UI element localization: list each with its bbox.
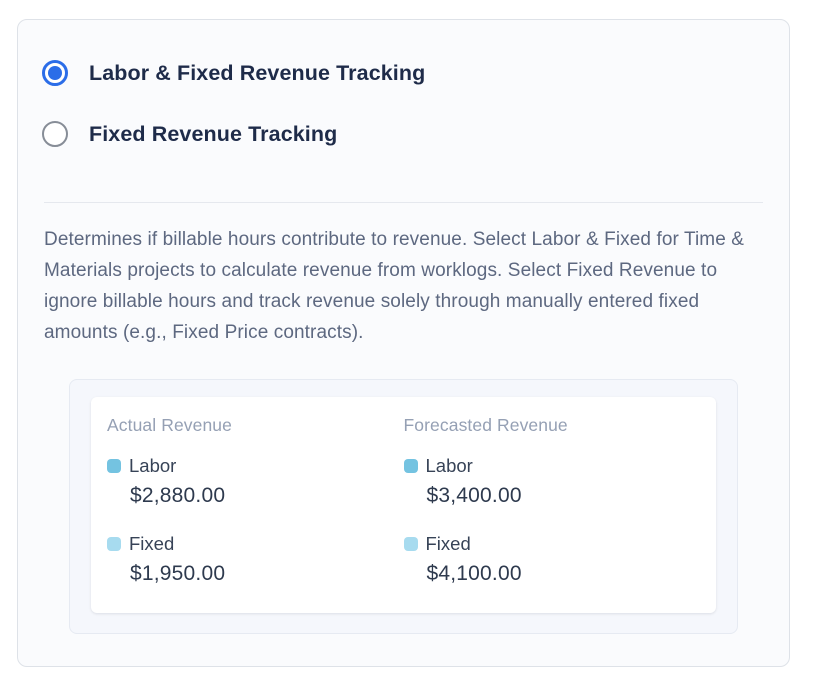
labor-label: Labor (129, 455, 177, 476)
fixed-swatch-icon (107, 537, 121, 551)
radio-option-label: Fixed Revenue Tracking (89, 121, 338, 146)
revenue-tracking-description: Determines if billable hours contribute … (44, 229, 745, 343)
radio-unselected-icon[interactable] (42, 121, 68, 147)
labor-swatch-icon (403, 459, 418, 473)
revenue-tracking-settings-panel: Labor & Fixed Revenue Tracking Fixed Rev… (17, 19, 790, 667)
forecasted-fixed-metric: Fixed $4,100.00 (403, 533, 701, 586)
divider (44, 202, 763, 203)
actual-fixed-value: $1,950.00 (130, 562, 226, 585)
actual-revenue-title: Actual Revenue (107, 415, 232, 435)
actual-fixed-metric: Fixed $1,950.00 (107, 533, 404, 586)
fixed-swatch-icon (403, 537, 418, 551)
labor-label: Labor (425, 455, 473, 476)
radio-option-fixed-revenue-tracking[interactable]: Fixed Revenue Tracking (42, 121, 763, 147)
radio-selected-icon[interactable] (42, 60, 68, 86)
fixed-label: Fixed (129, 533, 175, 554)
revenue-preview-container: Actual Revenue Labor $2,880.00 Fixed (69, 379, 738, 634)
actual-labor-value: $2,880.00 (130, 484, 226, 507)
forecasted-labor-metric: Labor $3,400.00 (403, 455, 701, 508)
radio-option-labor-fixed-revenue-tracking[interactable]: Labor & Fixed Revenue Tracking (42, 60, 763, 86)
labor-swatch-icon (107, 459, 121, 473)
actual-labor-metric: Labor $2,880.00 (107, 455, 404, 508)
revenue-tracking-radio-group: Labor & Fixed Revenue Tracking Fixed Rev… (18, 20, 789, 147)
radio-option-label: Labor & Fixed Revenue Tracking (89, 60, 426, 85)
forecasted-fixed-value: $4,100.00 (426, 562, 522, 585)
forecasted-labor-value: $3,400.00 (426, 484, 522, 507)
actual-revenue-column: Actual Revenue Labor $2,880.00 Fixed (107, 415, 404, 613)
revenue-preview-card: Actual Revenue Labor $2,880.00 Fixed (91, 397, 716, 613)
fixed-label: Fixed (425, 533, 471, 554)
forecasted-revenue-column: Forecasted Revenue Labor $3,400.00 Fixed (403, 415, 701, 613)
forecasted-revenue-title: Forecasted Revenue (403, 415, 568, 435)
